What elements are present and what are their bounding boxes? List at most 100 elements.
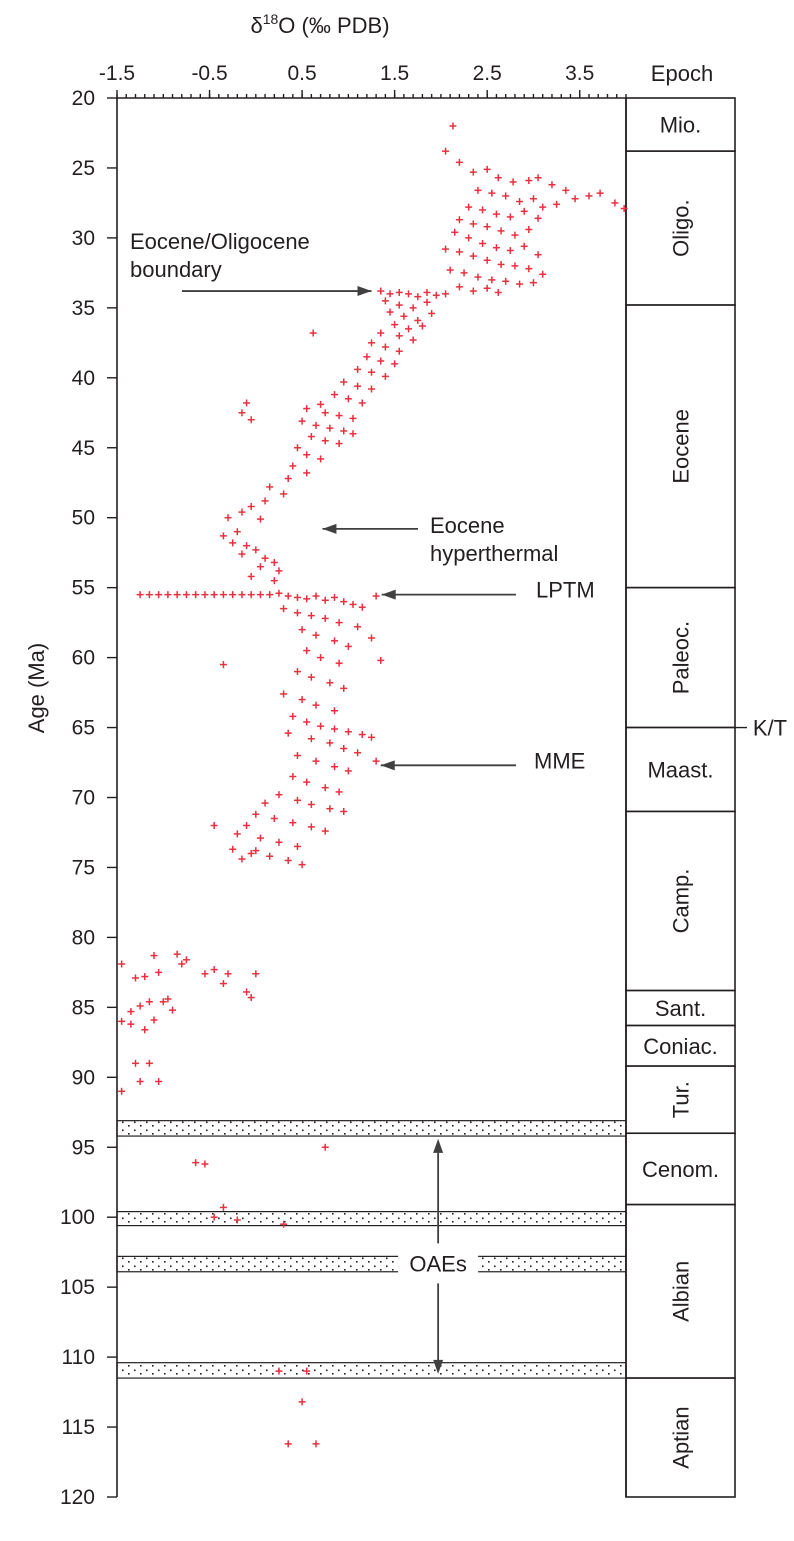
data-point (377, 656, 385, 664)
data-point (155, 968, 163, 976)
data-point (293, 444, 301, 452)
data-point (446, 266, 454, 274)
data-point (298, 417, 306, 425)
data-point (340, 807, 348, 815)
epoch-label: Camp. (669, 869, 694, 934)
data-point (368, 385, 375, 393)
x-tick-label: 0.5 (287, 62, 316, 85)
data-point (553, 200, 561, 208)
data-point (312, 757, 320, 765)
data-point (317, 722, 325, 730)
data-point (247, 416, 255, 424)
x-tick-label: 3.5 (565, 62, 594, 85)
data-point (483, 223, 491, 231)
data-point (266, 483, 274, 491)
data-point (307, 612, 315, 620)
data-point (118, 1017, 126, 1025)
data-point (293, 796, 301, 804)
data-point (321, 614, 329, 622)
data-point (321, 596, 329, 604)
data-point (321, 409, 329, 417)
data-point (312, 592, 320, 600)
y-tick-label: 25 (72, 157, 95, 180)
data-point (562, 186, 570, 194)
annotation-mme: MME (534, 748, 585, 773)
data-point (492, 244, 500, 252)
data-point (539, 270, 547, 278)
data-point (483, 165, 491, 173)
data-point (488, 189, 496, 197)
data-point (418, 322, 426, 330)
data-point (145, 591, 153, 599)
data-point (155, 591, 163, 599)
data-point (243, 988, 251, 996)
data-point (289, 462, 297, 470)
y-tick-label: 115 (62, 1416, 95, 1439)
data-point (127, 1020, 135, 1028)
y-tick-label: 55 (72, 577, 95, 600)
data-point (238, 855, 246, 863)
data-point (620, 205, 628, 213)
data-point (509, 178, 517, 186)
data-point (335, 788, 343, 796)
data-point (280, 1220, 288, 1228)
data-point (469, 287, 477, 295)
data-point (284, 1440, 292, 1448)
annotation-oaes: OAEs (409, 1251, 466, 1276)
data-point (377, 357, 385, 365)
x-tick-label: -1.5 (99, 62, 135, 85)
data-point (303, 595, 311, 603)
data-point (455, 158, 463, 166)
y-tick-label: 70 (72, 787, 95, 810)
data-point (118, 960, 126, 968)
data-point (469, 168, 477, 176)
data-point (363, 353, 371, 361)
data-point (395, 301, 403, 309)
epoch-box (625, 586, 736, 729)
x-axis-title-delta: δ (250, 13, 262, 38)
data-point (210, 821, 218, 829)
data-point (460, 269, 468, 277)
epoch-box (625, 97, 736, 152)
epoch-label: Mio. (660, 113, 702, 138)
data-point (284, 729, 292, 737)
data-point (400, 312, 408, 320)
data-point (307, 735, 315, 743)
data-point (585, 192, 593, 200)
data-point (173, 591, 181, 599)
data-point (164, 995, 172, 1003)
data-point (303, 718, 311, 726)
data-point (358, 399, 366, 407)
data-point (182, 956, 190, 964)
data-point (155, 1077, 163, 1085)
y-ticks: 20 25 30 35 40 45 50 55 60 65 70 75 80 85 90 95 100 105 11… (60, 87, 117, 1509)
epoch-box (625, 150, 736, 306)
data-point (298, 861, 306, 869)
oae-band (116, 1120, 627, 1137)
data-point (506, 246, 514, 254)
epoch-label: Maast. (647, 758, 713, 783)
data-point (474, 186, 482, 194)
data-point (414, 293, 422, 301)
epoch-header: Epoch (651, 61, 713, 86)
data-point (321, 784, 329, 792)
data-point (377, 329, 385, 337)
data-point (497, 227, 505, 235)
data-point (483, 284, 491, 292)
annotation-hyperthermal: Eocene hyperthermal (430, 513, 558, 566)
data-point (229, 591, 237, 599)
data-point (326, 679, 334, 687)
data-point (317, 455, 325, 463)
oae-bands (116, 1120, 627, 1379)
epoch-box (625, 810, 736, 992)
data-points (118, 122, 628, 1448)
data-point (354, 623, 362, 631)
data-point (229, 845, 237, 853)
data-point (280, 490, 288, 498)
data-point (330, 763, 338, 771)
data-point (141, 973, 149, 981)
data-point (293, 752, 301, 760)
data-point (252, 810, 260, 818)
data-point (261, 799, 269, 807)
data-point (289, 712, 297, 720)
